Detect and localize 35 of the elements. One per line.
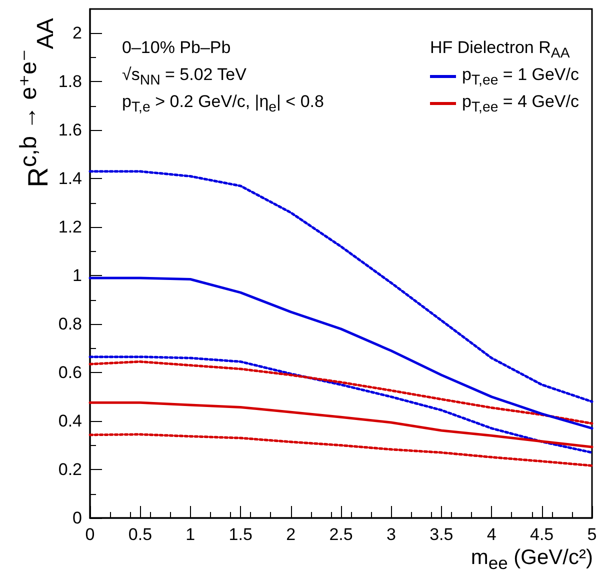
- x-tick-label: 3.5: [430, 525, 454, 544]
- line-series: [88, 433, 594, 467]
- legend-label: p$_{T,ee}$ = 1 GeV/c: [462, 65, 579, 89]
- y-tick-label: 0.2: [58, 460, 82, 480]
- line-series: [88, 360, 594, 425]
- x-tick-label: 1: [186, 525, 196, 544]
- y-tick-label: 0.8: [58, 314, 82, 334]
- x-tick-label: 4: [486, 525, 496, 544]
- y-tick-label: 1.6: [58, 120, 82, 140]
- line-series: [88, 276, 594, 430]
- x-tick-label: 5: [587, 525, 597, 544]
- y-tick-label: 2: [72, 24, 82, 43]
- x-tick-label: 0: [85, 525, 95, 544]
- x-tick-label: 1.5: [228, 525, 252, 544]
- line-series: [88, 356, 594, 454]
- y-tick-label: 1.8: [58, 72, 82, 92]
- legend-title: HF Dielectron R$_{AA}$: [430, 38, 570, 62]
- y-tick-label: 1.4: [58, 169, 82, 188]
- y-tick-label: 0: [72, 508, 82, 528]
- annotation: 0–10% Pb–Pb: [122, 38, 231, 57]
- x-tick-label: 2.5: [329, 525, 353, 544]
- y-tick-label: 1: [72, 266, 82, 286]
- annotation: p$_{T,e}$ > 0.2 GeV/c, |η$_{e}$| < 0.8: [122, 92, 324, 116]
- x-tick-label: 0.5: [128, 525, 152, 544]
- legend-label: p$_{T,ee}$ = 4 GeV/c: [462, 92, 579, 116]
- x-tick-label: 2: [286, 525, 296, 544]
- y-tick-label: 1.2: [58, 218, 82, 237]
- annotation: √s$_{NN}$ = 5.02 TeV: [122, 65, 246, 88]
- line-series: [88, 170, 594, 403]
- x-tick-label: 3: [386, 525, 396, 544]
- y-tick-label: 0.6: [58, 363, 82, 382]
- y-tick-label: 0.4: [58, 412, 82, 431]
- line-series: [88, 401, 594, 448]
- x-axis-title: m$_{ee}$ (GeV/c²): [470, 546, 593, 573]
- x-tick-label: 4.5: [530, 525, 554, 544]
